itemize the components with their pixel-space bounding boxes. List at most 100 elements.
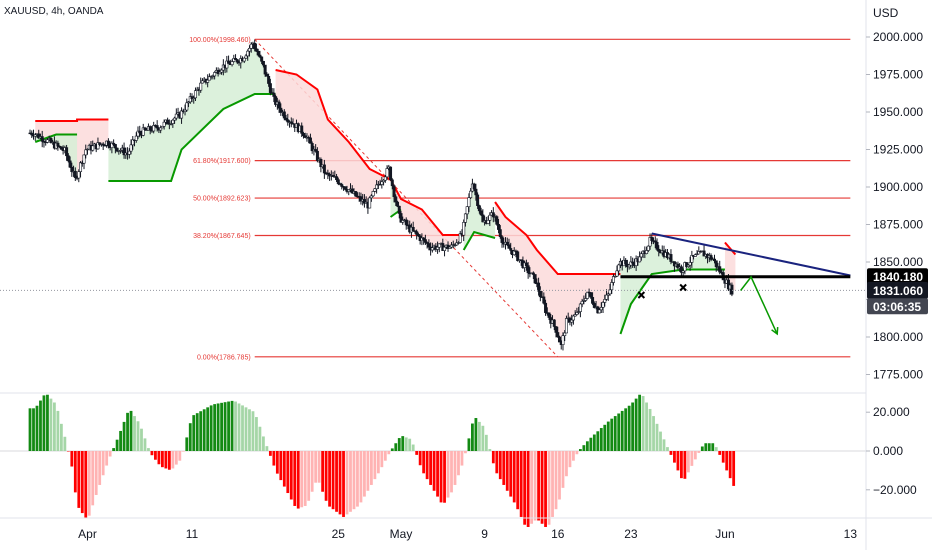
candle xyxy=(65,144,69,161)
candle-body xyxy=(171,119,175,124)
oscillator-bar xyxy=(213,404,217,451)
oscillator-bar xyxy=(202,409,206,451)
oscillator-bar xyxy=(63,436,67,451)
oscillator-bar xyxy=(467,438,471,451)
oscillator-bar xyxy=(690,451,694,466)
oscillator-bar xyxy=(457,451,460,476)
candle xyxy=(709,253,713,262)
candle-body xyxy=(322,164,326,174)
oscillator-bar xyxy=(164,451,168,469)
candle-body xyxy=(458,233,462,243)
oscillator-bar xyxy=(154,451,157,460)
candle-body xyxy=(261,60,265,66)
candle xyxy=(570,314,574,327)
oscillator-bar xyxy=(634,398,638,451)
candle xyxy=(206,74,210,88)
oscillator-bar xyxy=(59,423,63,451)
candle xyxy=(282,109,286,121)
candle xyxy=(611,273,615,286)
candle-body xyxy=(91,145,95,151)
candle-body xyxy=(672,261,676,267)
oscillator-bar xyxy=(317,451,321,483)
candle xyxy=(112,139,116,146)
candle-body xyxy=(119,150,123,152)
candle-body xyxy=(380,181,384,185)
oscillator-bar xyxy=(669,451,673,455)
oscillator-bar xyxy=(70,451,74,467)
candle xyxy=(369,194,373,202)
candle-body xyxy=(544,302,548,313)
candle-body xyxy=(65,147,69,157)
candle-body xyxy=(373,188,377,192)
candle-body xyxy=(106,140,110,147)
candle xyxy=(531,271,535,280)
candle-body xyxy=(193,90,197,99)
oscillator-bar xyxy=(143,438,147,451)
candle-body xyxy=(258,54,262,58)
oscillator-bar xyxy=(397,438,401,451)
candle-body xyxy=(524,262,528,266)
fib-level-label: 0.00%(1786.785) xyxy=(197,354,251,361)
candle xyxy=(79,161,83,178)
oscillator-bar xyxy=(119,430,122,451)
candle xyxy=(82,154,86,170)
candle-body xyxy=(718,266,722,273)
candle-body xyxy=(631,261,635,264)
candle xyxy=(354,191,358,197)
candle xyxy=(77,169,81,183)
candle xyxy=(653,236,657,249)
candle-body xyxy=(115,147,119,152)
candle-body xyxy=(159,127,163,131)
oscillator-bar xyxy=(289,451,293,500)
candle xyxy=(383,174,387,183)
candle xyxy=(516,250,520,262)
candle-body xyxy=(613,275,617,278)
candle xyxy=(254,43,258,52)
candle-body xyxy=(267,76,271,84)
candle xyxy=(192,95,196,104)
time-tick-label: 11 xyxy=(186,527,199,541)
oscillator-bar xyxy=(533,451,537,521)
candle-body xyxy=(697,251,701,255)
candle xyxy=(136,126,140,140)
candle-body xyxy=(112,142,116,145)
osc-tick-label: −20.000 xyxy=(873,483,917,497)
supertrend-fill xyxy=(275,70,464,247)
candle xyxy=(712,254,716,264)
candle-body xyxy=(601,302,605,308)
candle-body xyxy=(516,251,520,262)
candle-body xyxy=(455,242,459,246)
oscillator-bar xyxy=(509,451,513,497)
oscillator-bar xyxy=(303,451,307,506)
candle-body xyxy=(509,248,513,251)
oscillator-bar xyxy=(491,451,495,464)
candle xyxy=(401,216,405,225)
candle-body xyxy=(160,125,164,129)
oscillator-bar xyxy=(390,448,394,451)
candle xyxy=(174,108,178,121)
oscillator-bar xyxy=(160,451,164,468)
candle xyxy=(249,42,253,53)
candle-body xyxy=(477,205,481,212)
candle-body xyxy=(693,254,697,257)
candle-body xyxy=(350,188,354,194)
candle xyxy=(702,245,706,257)
supertrend-line xyxy=(35,118,109,122)
candle-body xyxy=(481,214,485,223)
oscillator-bar xyxy=(711,443,715,451)
candle xyxy=(655,238,659,251)
candle-body xyxy=(155,125,159,129)
candle xyxy=(263,64,267,77)
oscillator-bar xyxy=(537,451,540,521)
oscillator-bar xyxy=(244,407,248,451)
candle-body xyxy=(448,246,452,249)
oscillator-bar xyxy=(49,398,53,451)
candle-body xyxy=(84,149,88,156)
candle-body xyxy=(284,117,288,120)
price-tick-label: 1775.000 xyxy=(873,368,923,382)
oscillator-bar xyxy=(725,451,729,471)
oscillator-bar xyxy=(255,417,258,451)
osc-tick-label: 20.000 xyxy=(873,405,910,419)
candle-body xyxy=(462,222,466,236)
candle-body xyxy=(599,307,603,311)
